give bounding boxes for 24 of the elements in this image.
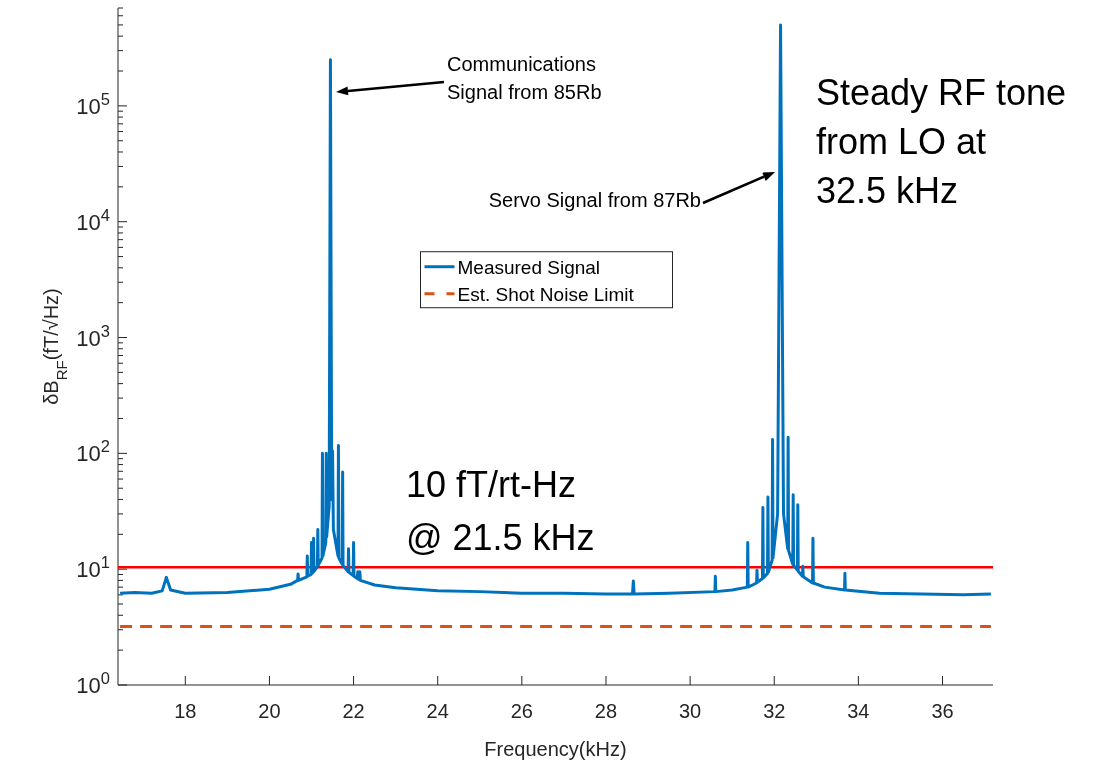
y-tick-label: 10$^{0}$ — [76, 669, 110, 698]
x-tick-label: 26 — [510, 700, 533, 722]
annotation: Communications Signal from 85Rb — [447, 53, 602, 103]
x-tick-label: 28 — [594, 700, 618, 722]
y-tick-label: 10$^{5}$ — [76, 89, 110, 119]
x-tick-label: 34 — [847, 700, 870, 722]
legend-label: Measured Signal — [457, 256, 601, 278]
y-tick-label: 10$^{1}$ — [76, 553, 110, 583]
x-tick-label: 22 — [342, 700, 365, 722]
y-tick-label: 10$^{2}$ — [76, 437, 110, 467]
x-tick-label: 32 — [763, 700, 786, 722]
x-tick-label: 18 — [174, 700, 197, 722]
annotation: Steady RF tone from LO at 32.5 kHz — [816, 72, 1067, 211]
x-tick-label: 36 — [931, 700, 954, 722]
y-tick-label: 10$^{3}$ — [76, 321, 110, 351]
x-tick-label: 24 — [426, 700, 449, 722]
y-tick-label: 10$^{4}$ — [76, 205, 110, 235]
annotation: 10 fT/rt-Hz @ 21.5 kHz — [406, 464, 595, 558]
legend-label: Est. Shot Noise Limit — [457, 283, 635, 305]
annotation: Servo Signal from 87Rb — [488, 189, 701, 211]
x-axis-title: Frequency(kHz) — [484, 738, 627, 760]
x-tick-label: 20 — [258, 700, 281, 722]
x-tick-label: 30 — [678, 700, 702, 722]
line-series — [118, 23, 993, 597]
